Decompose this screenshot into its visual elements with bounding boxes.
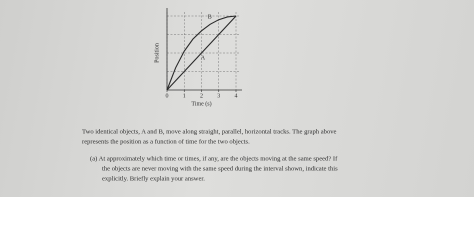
y-axis-label: Position: [154, 43, 160, 63]
series-label: A: [201, 55, 206, 61]
question-line: the objects are never moving with the sa…: [102, 166, 338, 173]
series-line: [166, 15, 237, 91]
x-axis-label: Time (s): [191, 100, 211, 107]
series-line: [166, 15, 237, 91]
x-tick-label: 3: [217, 93, 220, 99]
x-tick-label: 2: [200, 93, 203, 99]
paragraph-line: represents the position as a function of…: [82, 139, 250, 146]
question-line: (a) At approximately which time or times…: [90, 156, 338, 163]
x-tick-label: 1: [183, 93, 186, 99]
series-label: B: [208, 15, 212, 21]
page: 0 1 2 3 4 Time (s) Position A B Two identical obj…: [0, 0, 474, 197]
x-tick-label: 4: [235, 93, 238, 99]
x-tick-label: 0: [166, 93, 169, 99]
paragraph-line: Two identical objects, A and B, move alo…: [82, 129, 337, 136]
question-line: explicitly. Briefly explain your answer.: [102, 176, 205, 183]
